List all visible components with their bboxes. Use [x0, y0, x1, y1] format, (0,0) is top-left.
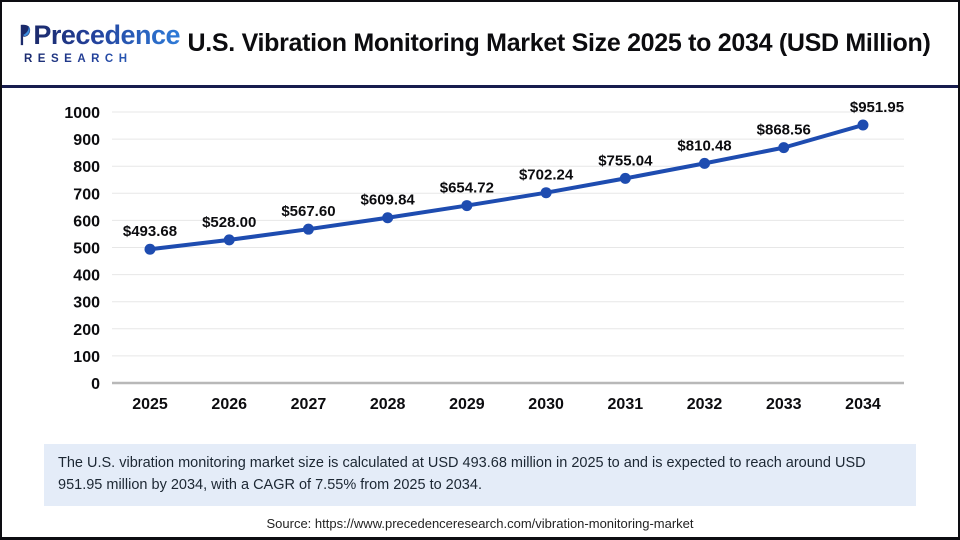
- page-title: U.S. Vibration Monitoring Market Size 20…: [187, 29, 931, 57]
- line-chart: 0 100 200 300 400 500 600 700 800 900 1000 2025 2026…: [64, 99, 904, 413]
- data-label: $951.95: [850, 99, 904, 116]
- data-point: [619, 172, 631, 184]
- series-line: [148, 123, 865, 252]
- y-tick-label: 400: [73, 268, 100, 285]
- data-label: $654.72: [440, 180, 494, 197]
- precedence-research-logo: Precedence RESEARCH: [20, 22, 180, 65]
- y-tick-label: 100: [73, 349, 100, 366]
- x-tick-label: 2030: [528, 396, 564, 413]
- data-point: [461, 200, 473, 212]
- data-label: $567.60: [281, 203, 335, 220]
- data-label: $609.84: [361, 192, 416, 209]
- y-tick-label: 1000: [64, 105, 100, 122]
- data-label: $755.04: [598, 152, 653, 169]
- y-tick-label: 900: [73, 132, 100, 149]
- data-point: [857, 119, 869, 131]
- summary-note: The U.S. vibration monitoring market siz…: [44, 444, 916, 506]
- data-label: $810.48: [677, 137, 731, 154]
- data-point: [302, 223, 314, 235]
- data-label: $868.56: [757, 122, 811, 139]
- logo-sub-text: RESEARCH: [20, 53, 180, 65]
- x-tick-label: 2029: [449, 396, 485, 413]
- logo-brand-text: Precedence: [33, 20, 180, 50]
- y-tick-label: 600: [73, 213, 100, 230]
- data-label: $493.68: [123, 223, 177, 240]
- x-tick-label: 2026: [211, 396, 247, 413]
- data-point: [223, 234, 235, 246]
- leaf-icon: [20, 24, 31, 46]
- source-line: Source: https://www.precedenceresearch.c…: [266, 515, 694, 531]
- x-tick-label: 2031: [608, 396, 644, 413]
- header: Precedence RESEARCH U.S. Vibration Monit…: [2, 2, 958, 88]
- data-label: $528.00: [202, 214, 256, 231]
- data-point: [144, 243, 156, 255]
- y-tick-label: 700: [73, 186, 100, 203]
- y-tick-label: 500: [73, 241, 100, 258]
- y-tick-label: 300: [73, 295, 100, 312]
- y-tick-label: 800: [73, 159, 100, 176]
- x-tick-label: 2028: [370, 396, 406, 413]
- x-tick-label: 2027: [291, 396, 327, 413]
- x-tick-label: 2032: [687, 396, 723, 413]
- x-tick-label: 2033: [766, 396, 802, 413]
- y-tick-label: 0: [91, 376, 100, 393]
- data-point: [382, 212, 394, 224]
- y-tick-label: 200: [73, 322, 100, 339]
- x-tick-label: 2025: [132, 396, 168, 413]
- data-point: [699, 157, 711, 169]
- data-point: [540, 187, 552, 199]
- data-label: $702.24: [519, 167, 574, 184]
- data-point: [778, 142, 790, 154]
- x-tick-label: 2034: [845, 396, 881, 413]
- chart-area: 0 100 200 300 400 500 600 700 800 900 1000 2025 2026…: [2, 88, 958, 440]
